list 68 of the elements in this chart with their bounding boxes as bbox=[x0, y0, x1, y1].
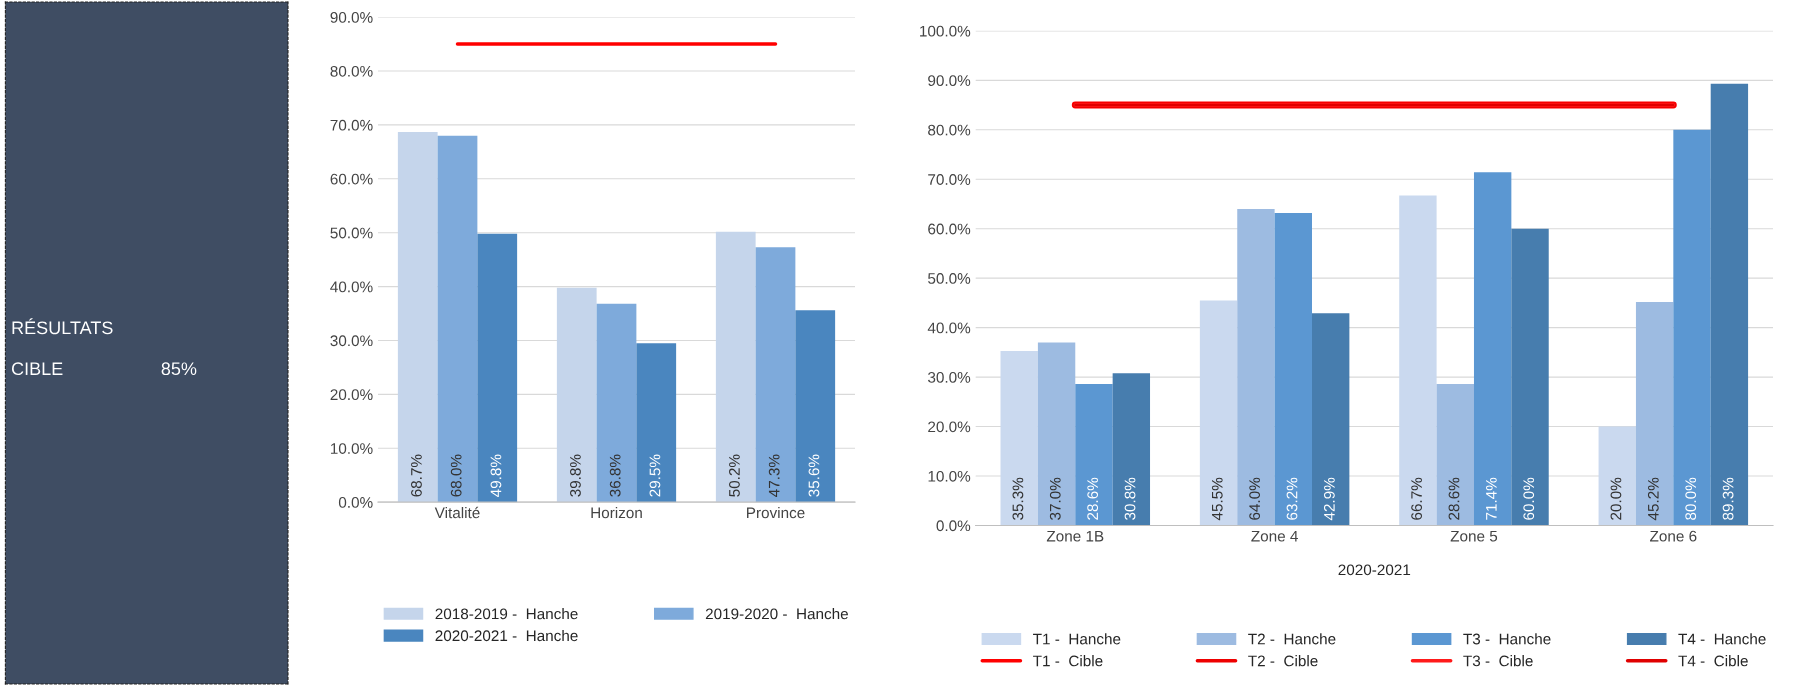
data-label: 60.0% bbox=[1523, 477, 1535, 520]
y-tick-label: 0.0% bbox=[338, 497, 373, 508]
data-label: 39.8% bbox=[570, 454, 581, 497]
data-label: 29.5% bbox=[649, 454, 661, 497]
data-label: 45.2% bbox=[1647, 477, 1659, 521]
x-tick-label: Province bbox=[747, 507, 805, 519]
x-tick-label: Zone 1B bbox=[1046, 530, 1104, 542]
y-tick-label: 40.0% bbox=[927, 322, 971, 334]
legend-label: T2 - Hanche bbox=[1248, 633, 1336, 645]
data-label: 63.2% bbox=[1286, 477, 1298, 520]
x-tick-label: Zone 4 bbox=[1251, 530, 1298, 542]
y-tick-label: 50.0% bbox=[330, 227, 373, 239]
legend-label: 2020-2021 - Hanche bbox=[435, 629, 578, 642]
x-tick-label: Vitalité bbox=[434, 506, 480, 519]
text: CIBLE bbox=[11, 362, 63, 376]
y-tick-label: 100.0% bbox=[920, 25, 971, 37]
y-tick-label: 10.0% bbox=[928, 470, 971, 482]
legend-label: 2018-2019 - Hanche bbox=[435, 608, 578, 620]
legend-label: T4 - Cible bbox=[1678, 655, 1748, 667]
data-label: 66.7% bbox=[1411, 477, 1423, 520]
text: RÉSULTATS bbox=[12, 318, 113, 335]
data-label: 42.9% bbox=[1323, 477, 1335, 521]
data-label: 64.0% bbox=[1249, 477, 1261, 520]
data-label: 45.5% bbox=[1211, 477, 1223, 521]
data-label: 89.3% bbox=[1722, 477, 1734, 520]
x-tick-label: Zone 6 bbox=[1650, 530, 1697, 542]
text: 85% bbox=[161, 362, 197, 376]
data-label: 71.4% bbox=[1486, 477, 1497, 520]
data-label: 37.0% bbox=[1049, 477, 1061, 520]
data-label: 28.6% bbox=[1448, 477, 1460, 520]
data-label: 36.8% bbox=[609, 454, 621, 497]
legend-label: 2019-2020 - Hanche bbox=[705, 608, 848, 620]
x-axis-title: 2020-2021 bbox=[1338, 564, 1411, 576]
y-tick-label: 80.0% bbox=[330, 65, 373, 77]
data-label: 50.2% bbox=[729, 454, 740, 497]
y-tick-label: 30.0% bbox=[330, 335, 373, 347]
y-tick-label: 60.0% bbox=[330, 173, 373, 185]
y-tick-label: 20.0% bbox=[330, 389, 373, 401]
data-label: 35.3% bbox=[1012, 477, 1024, 520]
y-tick-label: 50.0% bbox=[928, 273, 971, 284]
y-tick-label: 30.0% bbox=[928, 371, 971, 383]
legend-label: T1 - Cible bbox=[1033, 655, 1103, 667]
legend-label: T1 - Hanche bbox=[1033, 633, 1121, 645]
y-tick-label: 0.0% bbox=[936, 520, 971, 532]
y-tick-label: 40.0% bbox=[330, 281, 373, 293]
y-tick-label: 70.0% bbox=[928, 174, 971, 185]
data-label: 20.0% bbox=[1610, 477, 1622, 520]
y-tick-label: 60.0% bbox=[928, 223, 971, 235]
data-label: 28.6% bbox=[1087, 477, 1099, 520]
y-tick-label: 10.0% bbox=[330, 443, 373, 454]
legend-label: T2 - Cible bbox=[1248, 655, 1318, 667]
data-label: 68.0% bbox=[450, 454, 462, 497]
legend-label: T3 - Cible bbox=[1463, 655, 1533, 667]
data-label: 80.0% bbox=[1685, 477, 1697, 520]
x-tick-label: Horizon bbox=[591, 507, 642, 519]
y-tick-label: 20.0% bbox=[928, 421, 971, 433]
y-tick-label: 90.0% bbox=[330, 12, 373, 23]
data-label: 30.8% bbox=[1124, 477, 1136, 520]
x-tick-label: Zone 5 bbox=[1450, 530, 1498, 542]
y-tick-label: 90.0% bbox=[928, 75, 971, 87]
data-label: 35.6% bbox=[808, 454, 820, 497]
y-tick-label: 80.0% bbox=[928, 124, 971, 136]
y-tick-label: 70.0% bbox=[330, 119, 373, 131]
data-label: 47.3% bbox=[768, 454, 780, 497]
data-label: 68.7% bbox=[411, 454, 422, 497]
legend-label: T4 - Hanche bbox=[1678, 633, 1766, 645]
legend-label: T3 - Hanche bbox=[1463, 633, 1551, 645]
data-label: 49.8% bbox=[490, 454, 502, 497]
